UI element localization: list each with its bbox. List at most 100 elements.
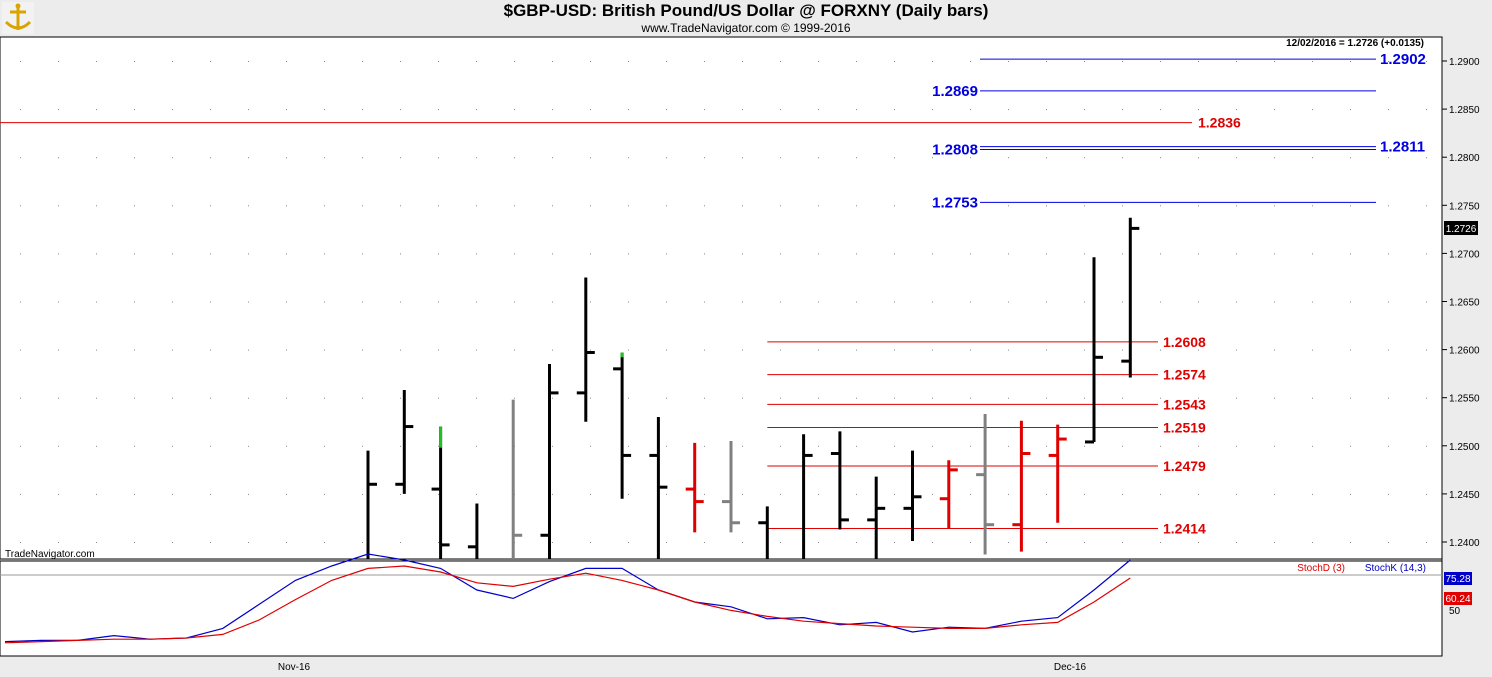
grid-dot: [1122, 253, 1123, 255]
grid-dot: [1312, 349, 1313, 351]
grid-dot: [58, 109, 59, 111]
grid-dot: [400, 301, 401, 303]
grid-dot: [134, 109, 135, 111]
grid-dot: [780, 301, 781, 303]
grid-dot: [1426, 397, 1427, 399]
grid-dot: [1274, 301, 1275, 303]
grid-dot: [210, 253, 211, 255]
grid-dot: [1312, 445, 1313, 447]
grid-dot: [1350, 157, 1351, 159]
grid-dot: [742, 445, 743, 447]
grid-dots: [20, 61, 1427, 543]
grid-dot: [1350, 253, 1351, 255]
grid-dot: [362, 445, 363, 447]
grid-dot: [362, 109, 363, 111]
grid-dot: [362, 205, 363, 207]
grid-dot: [210, 542, 211, 543]
grid-dot: [172, 542, 173, 543]
grid-dot: [362, 61, 363, 62]
grid-dot: [134, 493, 135, 495]
grid-dot: [818, 109, 819, 111]
grid-dot: [248, 445, 249, 447]
grid-dot: [742, 157, 743, 159]
grid-dot: [1122, 493, 1123, 495]
grid-dot: [742, 493, 743, 495]
grid-dot: [1084, 493, 1085, 495]
grid-dot: [856, 397, 857, 399]
grid-dot: [704, 157, 705, 159]
stoch-d-legend: StochD (3): [1297, 563, 1345, 574]
grid-dot: [590, 445, 591, 447]
grid-dot: [476, 349, 477, 351]
grid-dot: [970, 493, 971, 495]
grid-dot: [1122, 109, 1123, 111]
grid-dot: [1008, 542, 1009, 543]
grid-dot: [96, 445, 97, 447]
grid-dot: [1160, 157, 1161, 159]
y-tick-label: 1.2900: [1449, 57, 1480, 68]
grid-dot: [210, 493, 211, 495]
grid-dot: [856, 157, 857, 159]
grid-dot: [552, 397, 553, 399]
grid-dot: [894, 542, 895, 543]
grid-dot: [172, 445, 173, 447]
grid-dot: [514, 349, 515, 351]
grid-dot: [476, 157, 477, 159]
y-axis-ticks: 1.2400 1.2450 1.2500 1.2550 1.2600 1.2650 1.27…: [1442, 57, 1480, 549]
grid-dot: [324, 542, 325, 543]
grid-dot: [590, 61, 591, 62]
price-panel: [0, 36, 1443, 560]
grid-dot: [780, 253, 781, 255]
grid-dot: [1388, 493, 1389, 495]
grid-dot: [704, 542, 705, 543]
grid-dot: [970, 157, 971, 159]
grid-dot: [590, 349, 591, 351]
grid-dot: [1274, 493, 1275, 495]
grid-dot: [970, 301, 971, 303]
grid-dot: [552, 542, 553, 543]
grid-dot: [1236, 542, 1237, 543]
grid-dot: [1350, 301, 1351, 303]
y-tick-label: 1.2400: [1449, 538, 1480, 549]
grid-dot: [172, 493, 173, 495]
grid-dot: [970, 397, 971, 399]
grid-dot: [438, 542, 439, 543]
grid-dot: [286, 61, 287, 62]
grid-dot: [1198, 349, 1199, 351]
grid-dot: [400, 61, 401, 62]
grid-dot: [970, 205, 971, 207]
grid-dot: [856, 61, 857, 62]
y-tick-label: 1.2600: [1449, 346, 1480, 357]
grid-dot: [1122, 445, 1123, 447]
grid-dot: [1046, 542, 1047, 543]
grid-dot: [1426, 493, 1427, 495]
grid-dot: [1198, 253, 1199, 255]
grid-dot: [1426, 542, 1427, 543]
stoch-level-label: 50: [1449, 606, 1461, 617]
grid-dot: [248, 253, 249, 255]
grid-dot: [818, 301, 819, 303]
grid-dot: [552, 205, 553, 207]
grid-dot: [818, 61, 819, 62]
grid-dot: [58, 397, 59, 399]
grid-dot: [1084, 109, 1085, 111]
grid-dot: [1122, 542, 1123, 543]
grid-dot: [856, 493, 857, 495]
grid-dot: [134, 205, 135, 207]
grid-dot: [1122, 349, 1123, 351]
grid-dot: [590, 109, 591, 111]
grid-dot: [210, 445, 211, 447]
grid-dot: [780, 493, 781, 495]
grid-dot: [58, 349, 59, 351]
grid-dot: [970, 253, 971, 255]
grid-dot: [552, 445, 553, 447]
grid-dot: [438, 253, 439, 255]
grid-dot: [590, 493, 591, 495]
grid-dot: [476, 205, 477, 207]
grid-dot: [134, 61, 135, 62]
grid-dot: [932, 253, 933, 255]
grid-dot: [476, 253, 477, 255]
grid-dot: [1312, 205, 1313, 207]
grid-dot: [20, 61, 21, 62]
